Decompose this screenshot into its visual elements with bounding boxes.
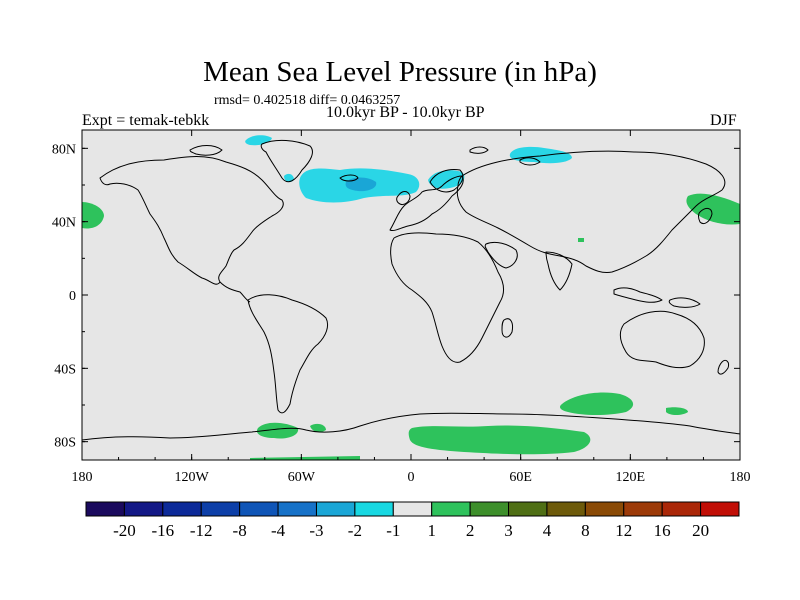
coast-north-america — [99, 156, 284, 285]
y-tick-label: 80S — [54, 436, 76, 451]
stats-text: rmsd= 0.402518 diff= 0.0463257 — [214, 93, 401, 108]
coast-iceland — [339, 174, 359, 182]
colorbar-swatch — [546, 501, 586, 517]
y-tick-label: 40N — [52, 216, 76, 231]
colorbar-label: -16 — [151, 521, 174, 540]
colorbar-label: -20 — [113, 521, 136, 540]
colorbar-label: -4 — [271, 521, 286, 540]
x-tick-label: 120W — [175, 470, 210, 485]
coast-south-america — [247, 294, 329, 414]
x-tick-label: 60W — [288, 470, 316, 485]
positive-anomaly-pacific-sector — [256, 422, 299, 439]
map-title: Mean Sea Level Pressure (in hPa) — [203, 56, 597, 88]
colorbar-swatch — [661, 501, 702, 517]
negative-anomaly-arctic-fragment — [284, 173, 294, 183]
coast-arctic-islands — [189, 145, 541, 166]
coast-india — [545, 251, 573, 291]
coast-greenland — [260, 139, 313, 183]
colorbar-swatch — [623, 501, 663, 517]
colorbar-swatch — [700, 501, 740, 517]
x-tick-label: 180 — [730, 470, 751, 485]
colorbar-label: 1 — [427, 521, 436, 540]
colorbar-swatch — [508, 501, 548, 517]
colorbar-label: -2 — [348, 521, 362, 540]
positive-anomaly-north-pacific-east — [686, 193, 740, 225]
colorbar-swatch — [85, 501, 125, 517]
x-tick-label: 120E — [616, 470, 646, 485]
coastlines — [82, 139, 740, 441]
colorbar: -20 -16 -12 -8 -4 -3 -2 -1 1 2 3 4 8 12 16 20 — [85, 501, 740, 540]
colorbar-label: 2 — [466, 521, 475, 540]
colorbar-swatch — [277, 501, 317, 517]
positive-anomaly-atlantic-spot — [578, 238, 584, 242]
colorbar-swatch — [315, 501, 356, 517]
colorbar-swatch — [123, 501, 164, 517]
coast-arabia — [484, 241, 518, 269]
experiment-label: Expt = temak-tebkk — [82, 112, 210, 129]
colorbar-swatch — [392, 501, 433, 517]
x-tick-label: 180 — [72, 470, 93, 485]
anomaly-fields — [82, 135, 740, 460]
positive-anomaly-southern-indian — [560, 392, 634, 415]
colorbar-swatch — [200, 501, 241, 517]
coast-southeast-asia-islands — [613, 287, 663, 303]
coast-scandinavia — [429, 169, 464, 193]
coast-japan — [698, 207, 713, 225]
coast-central-america — [219, 281, 251, 303]
colorbar-swatch — [162, 501, 202, 517]
colorbar-label: 3 — [504, 521, 513, 540]
coast-new-guinea — [668, 297, 701, 308]
colorbar-label: 16 — [654, 521, 671, 540]
coast-australia — [619, 310, 705, 369]
coast-new-zealand — [717, 359, 729, 375]
colorbar-swatch — [239, 501, 279, 517]
colorbar-label: 4 — [543, 521, 552, 540]
colorbar-label: 20 — [692, 521, 709, 540]
y-axis: 80N 40N 0 40S 80S — [52, 142, 740, 451]
negative-anomaly-siberia — [509, 146, 572, 164]
x-tick-label: 0 — [408, 470, 415, 485]
positive-anomaly-east-antarctica — [408, 425, 591, 455]
coast-asia — [456, 150, 726, 273]
coast-africa — [390, 232, 505, 363]
positive-anomaly-atlantic-sector — [310, 423, 326, 433]
colorbar-swatch — [584, 501, 625, 517]
colorbar-label: 8 — [581, 521, 590, 540]
y-tick-label: 80N — [52, 142, 76, 157]
colorbar-label: -12 — [190, 521, 213, 540]
positive-anomaly-southern-indian-small — [666, 407, 688, 415]
y-tick-label: 0 — [69, 289, 76, 304]
coast-british-isles — [396, 191, 411, 205]
x-axis: 180 120W 60W 0 60E 120E 180 — [72, 130, 751, 485]
coast-madagascar — [501, 318, 513, 338]
y-tick-label: 40S — [54, 362, 76, 377]
colorbar-swatch — [354, 501, 394, 517]
period-label: 10.0kyr BP - 10.0kyr BP — [326, 104, 485, 121]
season-label: DJF — [710, 112, 737, 129]
colorbar-label: -1 — [386, 521, 400, 540]
colorbar-label: 12 — [615, 521, 632, 540]
colorbar-swatch — [469, 501, 510, 517]
x-tick-label: 60E — [509, 470, 532, 485]
colorbar-label: -3 — [309, 521, 323, 540]
colorbar-swatch — [431, 501, 471, 517]
coast-antarctica — [82, 412, 740, 441]
colorbar-label: -8 — [233, 521, 247, 540]
positive-anomaly-pole-strip — [250, 456, 360, 460]
